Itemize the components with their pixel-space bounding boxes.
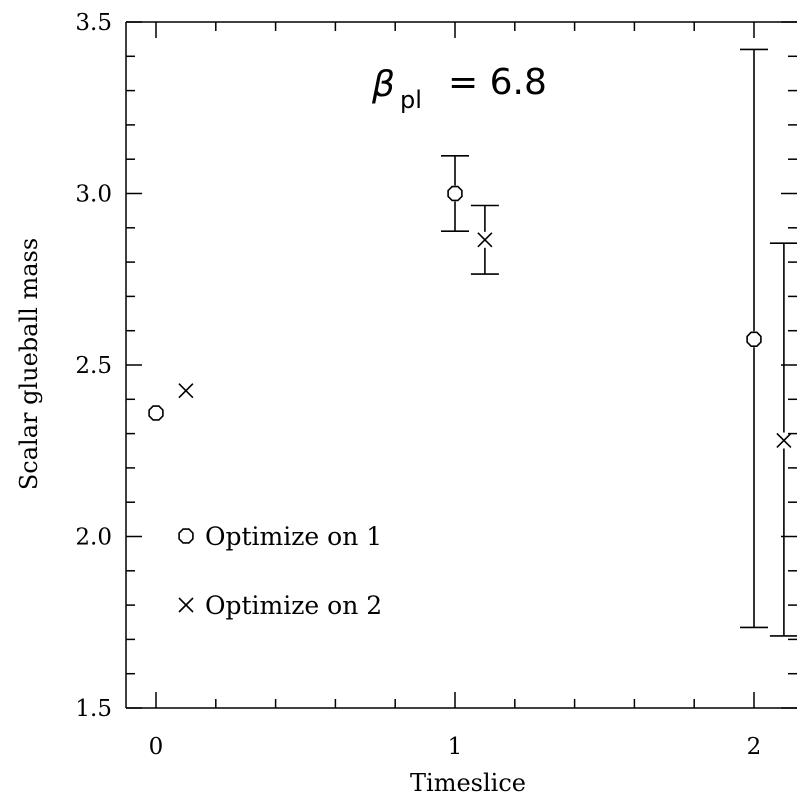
legend-entry-optimize-on-2: Optimize on 2: [205, 591, 382, 620]
title-beta-symbol: β: [371, 64, 395, 105]
legend-entry-optimize-on-1: Optimize on 1: [205, 522, 382, 551]
x-axis-label: Timeslice: [410, 769, 526, 795]
data-point-cross: [178, 383, 194, 399]
error-bar: [470, 204, 499, 275]
legend-cross-shape: [178, 597, 194, 613]
y-tick-label: 3.0: [75, 182, 112, 208]
x-tick-label: 0: [149, 734, 164, 760]
y-tick-label: 2.5: [75, 353, 112, 379]
data-marks: [148, 48, 797, 637]
x-tick-label: 1: [448, 734, 463, 760]
series-1: [148, 48, 768, 629]
legend-hexagon-shape: [178, 528, 194, 544]
y-axis-label: Scalar glueball mass: [15, 238, 43, 490]
axis-ticks: 1.5 2.0 2.5 3.0 3.5 0 1 2: [75, 10, 797, 760]
legend-marker-cross: [178, 597, 194, 613]
title-value: = 6.8: [448, 62, 547, 103]
cross-stroke: [178, 597, 194, 613]
title-subscript: pl: [400, 86, 422, 114]
data-point-hexagon: [148, 405, 164, 421]
legend-marker-hexagon: [178, 528, 194, 544]
error-bar: [441, 154, 469, 233]
y-tick-label: 3.5: [75, 10, 112, 36]
chart-title: β pl = 6.8: [371, 62, 547, 114]
data-point-cross: [776, 432, 792, 449]
data-point-hexagon: [746, 331, 762, 348]
error-bar: [740, 48, 768, 629]
cross-stroke: [178, 383, 194, 399]
data-point-hexagon: [447, 185, 463, 202]
cross-stroke: [776, 432, 792, 449]
cross-stroke: [477, 232, 493, 248]
error-bar: [769, 242, 797, 637]
y-tick-label: 2.0: [75, 525, 112, 551]
series-2: [178, 204, 797, 637]
y-tick-label: 1.5: [75, 696, 112, 722]
legend: Optimize on 1 Optimize on 2: [178, 522, 382, 620]
x-tick-label: 2: [747, 734, 762, 760]
data-point-cross: [477, 232, 493, 248]
